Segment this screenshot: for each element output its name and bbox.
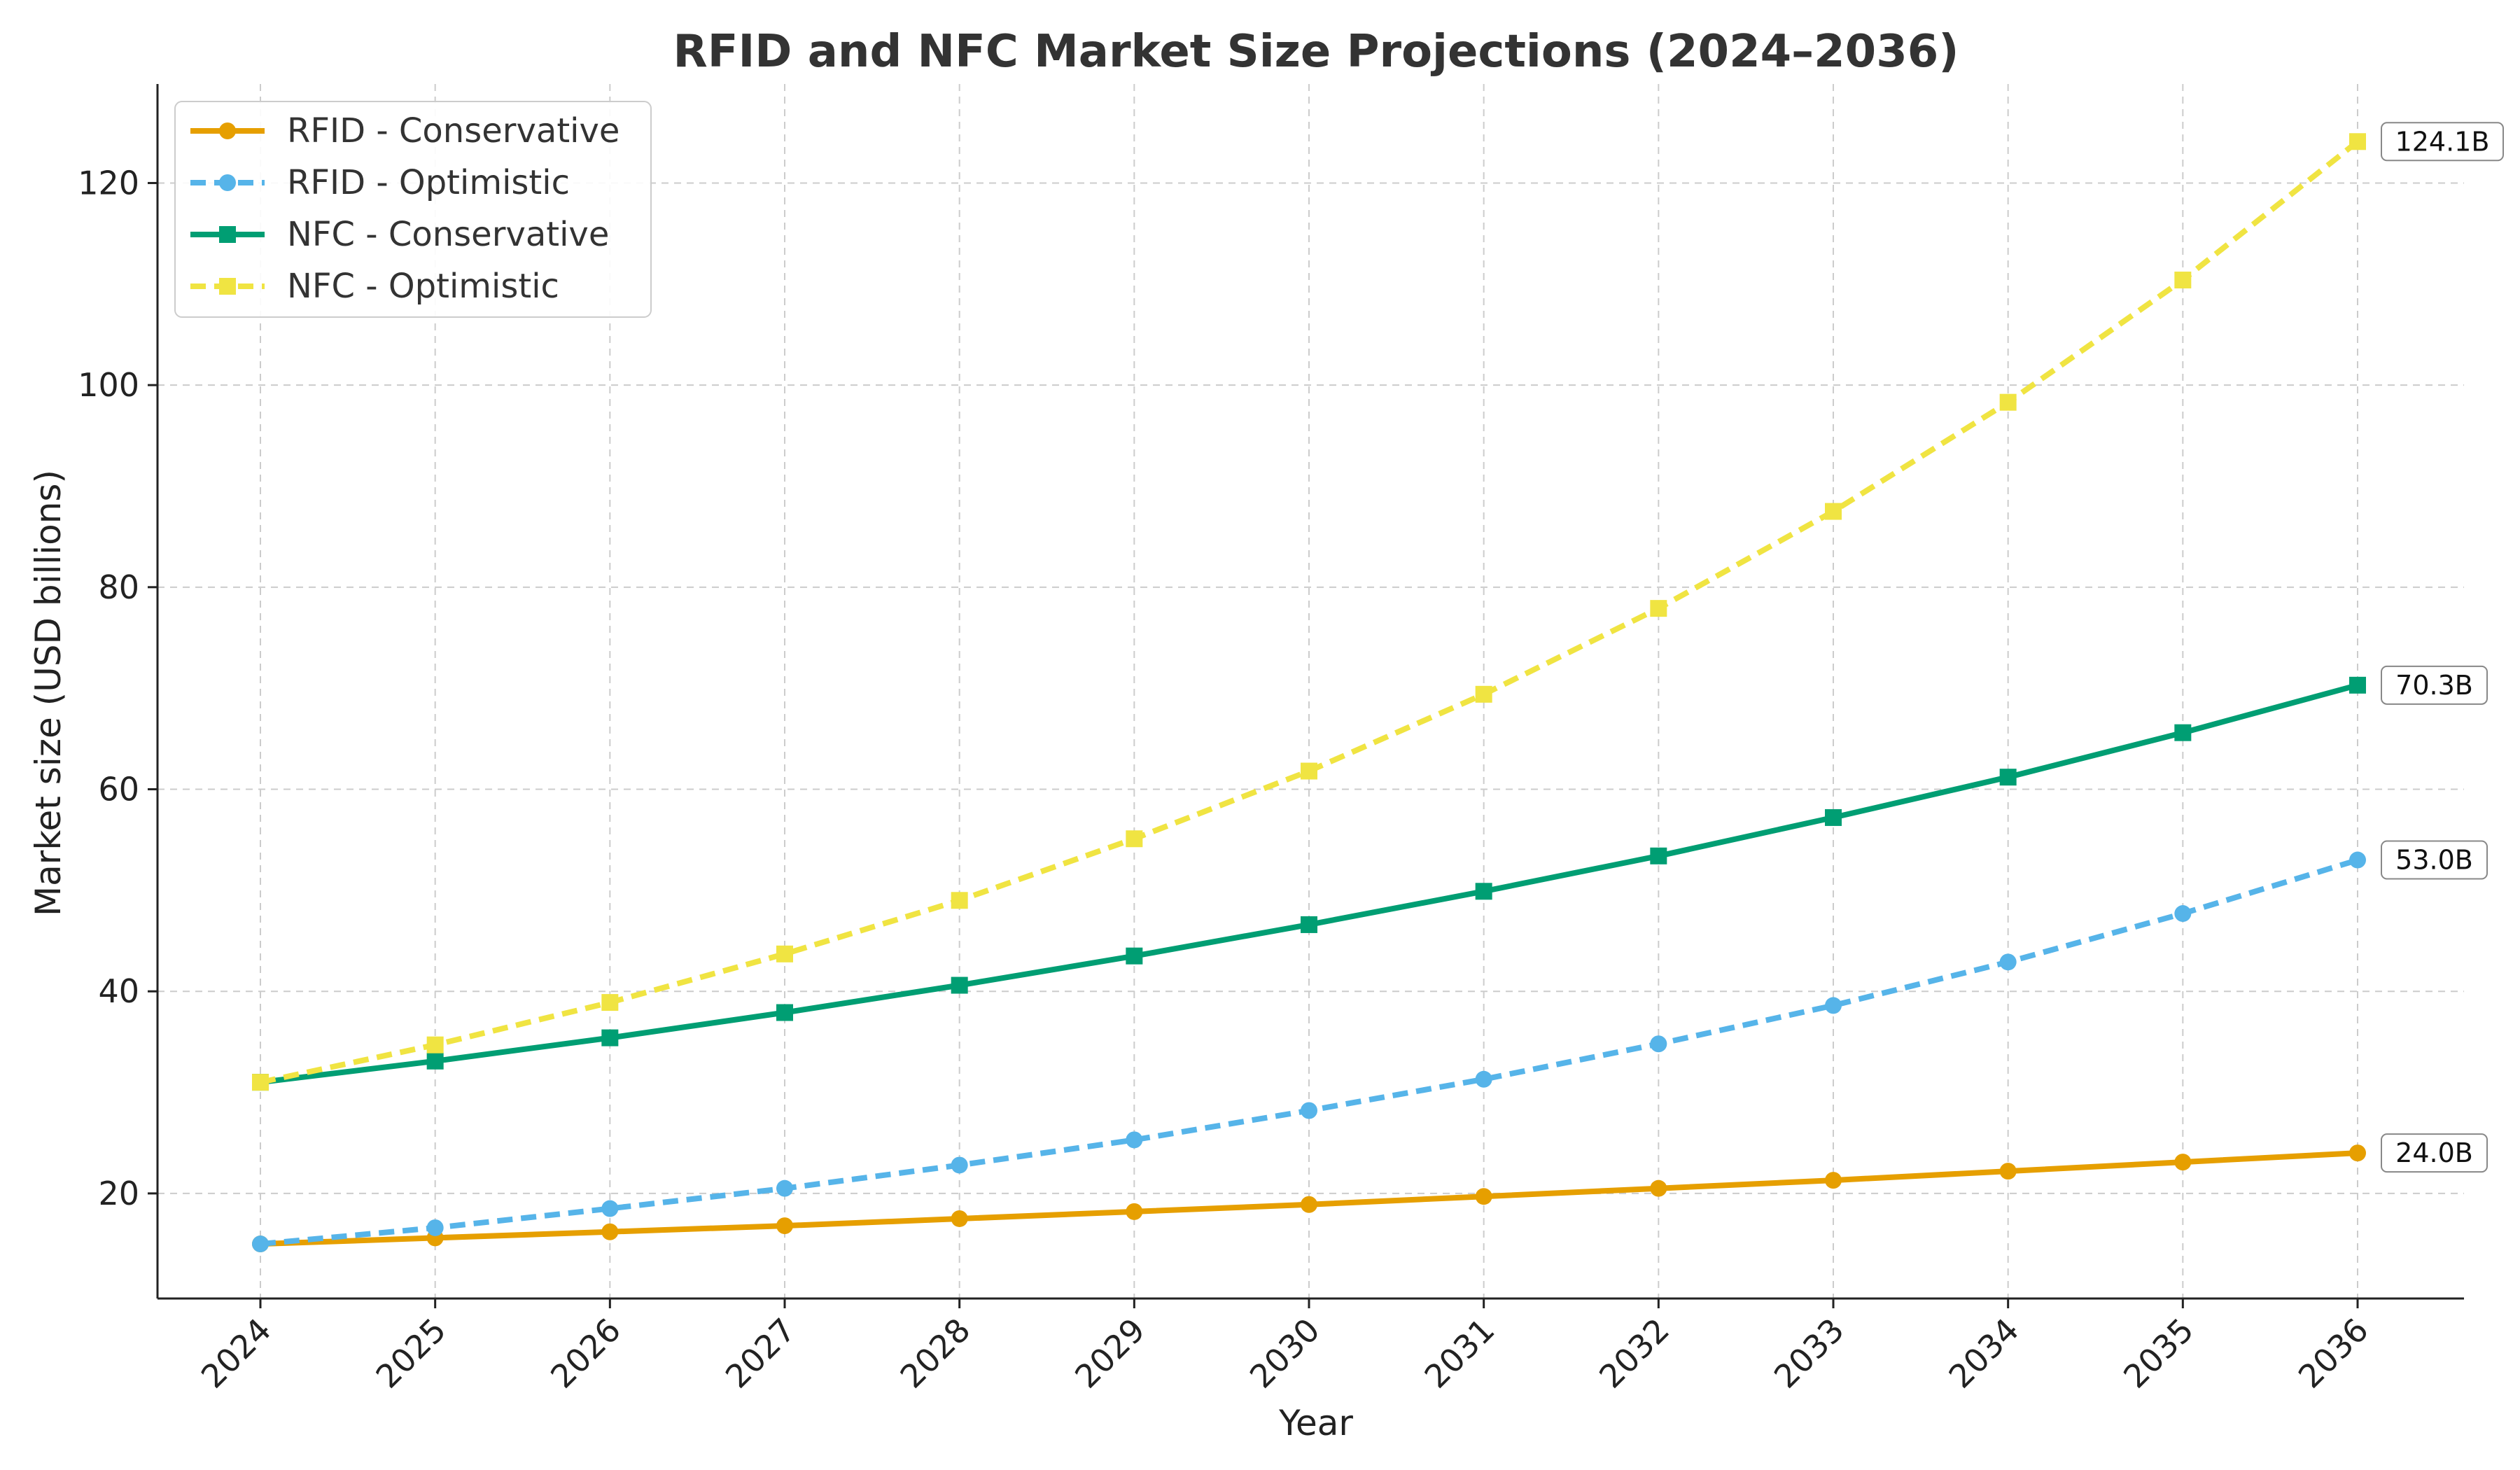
end-label-box [2381,122,2504,162]
x-tick-label: 2034 [1941,1311,2026,1396]
x-tick-label: 2030 [1242,1311,1327,1396]
series-marker [776,1217,793,1235]
series-marker [2174,272,2192,289]
y-tick-label: 60 [98,771,139,808]
end-label: 124.1B [2395,126,2490,157]
legend-box [174,101,652,318]
y-tick-label: 20 [98,1175,139,1212]
end-label: 70.3B [2395,670,2473,701]
x-tick-label: 2036 [2291,1311,2376,1396]
series-marker [776,945,793,962]
series-marker [601,1029,619,1046]
series-marker [1825,997,1842,1014]
x-tick-label: 2028 [892,1311,977,1396]
series-marker [1126,830,1143,848]
series-marker [601,1223,619,1240]
y-tick-label: 80 [98,568,139,606]
series-marker [2174,1154,2192,1171]
series-marker [776,1180,793,1197]
x-tick-label: 2032 [1592,1311,1676,1396]
series-marker [426,1036,444,1054]
series-marker [1301,762,1317,780]
legend-marker [219,226,236,243]
series-marker [1301,1102,1317,1119]
series-marker [426,1052,444,1070]
series-marker [1999,953,2017,971]
legend: RFID - Conservative RFID - Optimistic NFC … [174,101,652,318]
x-tick-label: 2031 [1417,1311,1502,1396]
x-tick-label: 2029 [1068,1311,1152,1396]
y-tick-label: 40 [98,972,139,1010]
y-tick-label: 120 [78,164,139,202]
series-marker [951,1210,968,1227]
series-marker [252,1074,269,1091]
x-tick-label: 2026 [543,1311,628,1396]
series-marker [951,892,968,909]
series-marker [1126,1131,1143,1149]
x-tick-label: 2024 [194,1311,279,1396]
end-label-box [2381,665,2488,705]
series-marker [1126,1203,1143,1220]
series-marker [2174,724,2192,741]
legend-marker [219,122,236,139]
series-marker [2349,851,2366,869]
legend-label: NFC - Conservative [287,215,609,254]
legend-label: NFC - Optimistic [287,267,559,306]
series-layer [252,133,2366,1253]
y-tick-label: 100 [78,366,139,404]
series-marker [1650,1180,1667,1197]
legend-label: RFID - Conservative [287,111,620,150]
series-marker [601,994,619,1011]
end-labels-layer: 24.0B 53.0B 70.3B 124.1B [2381,122,2504,1173]
series-marker [1301,1196,1317,1213]
series-marker [1825,1172,1842,1189]
series-marker [601,1200,619,1217]
series-marker [1301,916,1317,933]
series-marker [1999,393,2017,411]
series-marker [252,1236,269,1253]
x-tick-label: 2027 [718,1311,803,1396]
end-label: 24.0B [2395,1138,2473,1168]
legend-label: RFID - Optimistic [287,163,570,202]
end-label-box [2381,840,2488,880]
series-marker [1126,947,1143,965]
series-marker [426,1219,444,1236]
series-marker [1475,1070,1492,1088]
series-marker [2349,676,2366,694]
legend-marker [219,278,236,295]
series-marker [1825,503,1842,520]
series-marker [1999,769,2017,786]
series-marker [2349,1144,2366,1162]
end-label-box [2381,1133,2488,1173]
series-marker [1825,808,1842,826]
series-marker [2174,905,2192,923]
series-marker [951,1156,968,1174]
x-tick-label: 2033 [1767,1311,1851,1396]
legend-marker [219,174,236,191]
x-tick-label: 2035 [2116,1311,2201,1396]
series-marker [1650,1035,1667,1053]
y-axis-label: Market size (USD billions) [28,470,69,916]
series-marker [1650,600,1667,617]
series-marker [951,976,968,994]
series-marker [1475,685,1492,703]
x-axis-label: Year [1278,1403,1353,1443]
x-tick-label: 2025 [368,1311,453,1396]
series-marker [1475,1188,1492,1205]
series-marker [1475,883,1492,900]
series-marker [776,1004,793,1021]
end-label: 53.0B [2395,845,2473,876]
chart-title: RFID and NFC Market Size Projections (20… [673,26,1959,78]
series-marker [2349,133,2366,150]
series-marker [1999,1163,2017,1180]
series-marker [1650,847,1667,864]
